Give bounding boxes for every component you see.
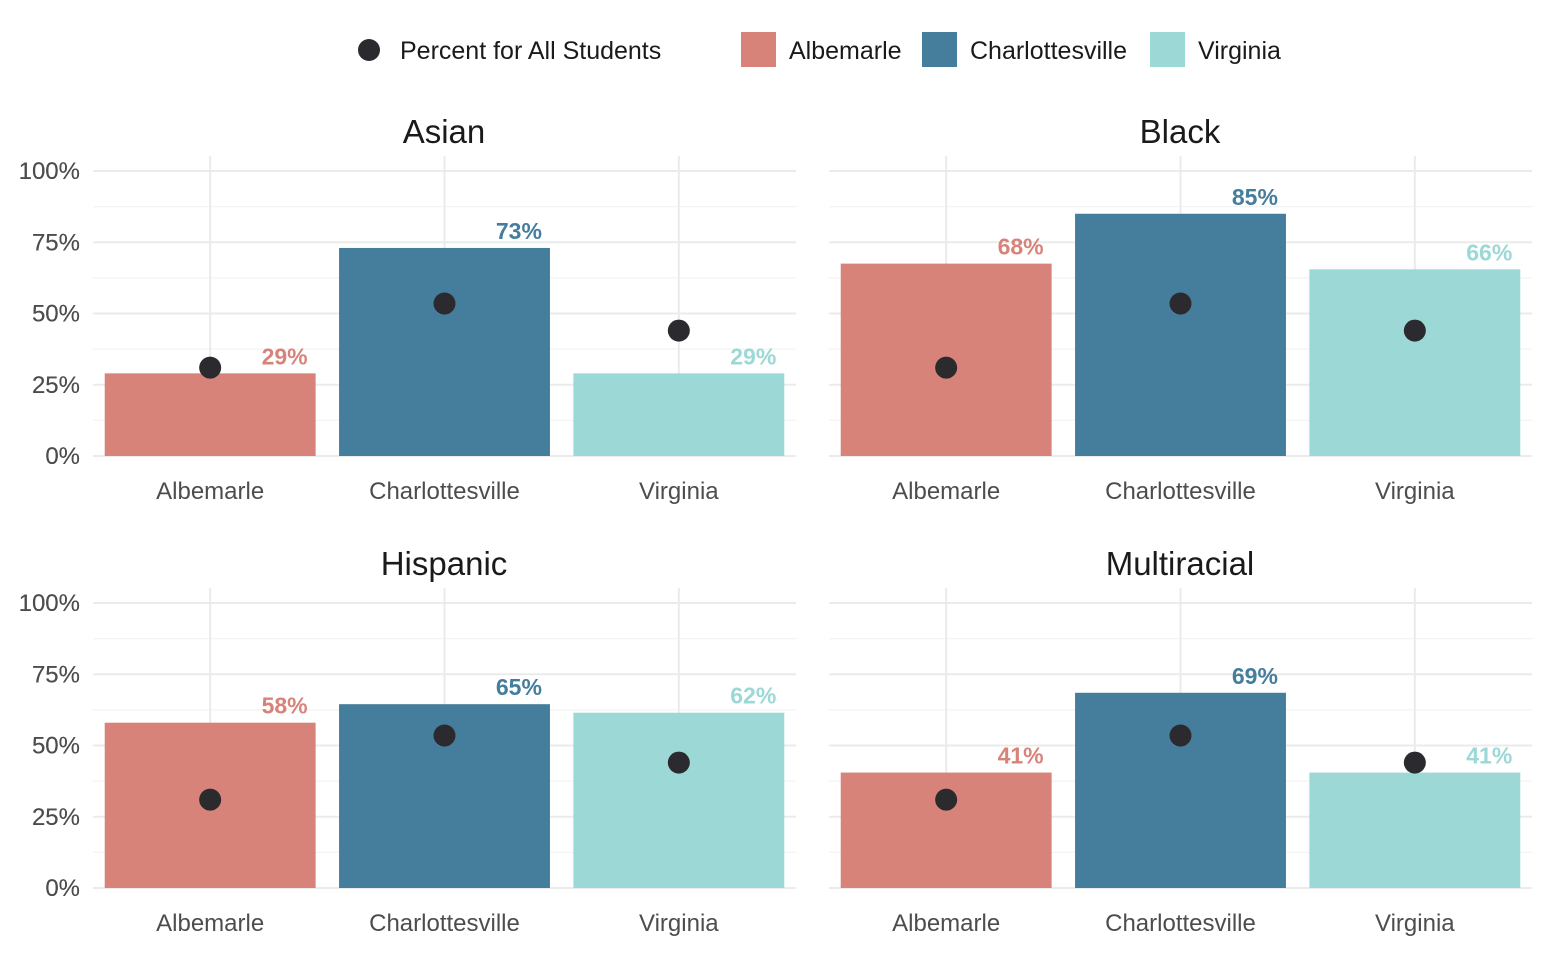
x-tick-label: Virginia [639, 910, 719, 937]
legend-swatch-virginia [1150, 32, 1185, 67]
all-students-point-albemarle [935, 788, 958, 811]
y-tick-label: 50% [32, 733, 80, 760]
data-label-albemarle: 68% [998, 234, 1044, 260]
bar-charlottesville [1075, 213, 1286, 456]
y-tick-label: 25% [32, 372, 80, 399]
bar-charlottesville [339, 247, 550, 456]
all-students-point-virginia [667, 319, 690, 342]
bar-virginia [573, 373, 785, 456]
data-label-albemarle: 41% [998, 743, 1044, 769]
y-tick-label: 100% [19, 158, 80, 185]
bar-virginia [1309, 269, 1521, 456]
data-label-charlottesville: 73% [496, 218, 542, 244]
y-tick-label: 75% [32, 661, 80, 688]
data-label-charlottesville: 65% [496, 674, 542, 700]
all-students-point-virginia [667, 751, 690, 774]
all-students-point-albemarle [935, 356, 958, 379]
facet-asian: Asian 0% 25% 50% 75% 100% 29% 73% 29% Albemarle Ch… [19, 113, 796, 505]
legend-label-charlottesville: Charlottesville [970, 37, 1127, 65]
legend-label-virginia: Virginia [1198, 37, 1281, 65]
legend-swatch-albemarle [741, 32, 776, 67]
legend: Percent for All Students Albemarle Charlot… [358, 32, 1281, 67]
y-tick-label: 100% [19, 158, 80, 185]
x-tick-label: Charlottesville [369, 478, 520, 505]
all-students-point-virginia [1403, 319, 1426, 342]
all-students-point-charlottesville [1169, 724, 1192, 747]
facet-title: Black [1140, 113, 1221, 150]
data-label-charlottesville: 85% [1232, 184, 1278, 210]
y-tick-label: 0% [45, 875, 80, 902]
data-label-virginia: 62% [730, 683, 776, 709]
y-tick-label: 0% [45, 443, 80, 470]
y-tick-label: 0% [45, 875, 80, 902]
y-tick-label: 25% [32, 804, 80, 831]
x-tick-label: Albemarle [892, 910, 1000, 937]
all-students-point-charlottesville [1169, 292, 1192, 315]
data-label-virginia: 41% [1466, 743, 1512, 769]
data-label-albemarle: 58% [262, 693, 308, 719]
x-tick-label: Charlottesville [369, 910, 520, 937]
y-tick-label: 100% [19, 590, 80, 617]
x-tick-label: Charlottesville [1105, 478, 1256, 505]
all-students-point-albemarle [199, 788, 222, 811]
data-label-charlottesville: 69% [1232, 663, 1278, 689]
y-tick-label: 50% [32, 733, 80, 760]
x-tick-label: Virginia [1375, 910, 1455, 937]
facet-black: Black 0% 25% 50% 75% 100% 68% 85% 66% Albemarle Ch… [19, 113, 1532, 505]
legend-label-albemarle: Albemarle [789, 37, 902, 65]
y-tick-label: 75% [32, 229, 80, 256]
bar-charlottesville [1075, 692, 1286, 888]
all-students-point-charlottesville [433, 724, 456, 747]
facet-title: Asian [403, 113, 486, 150]
y-tick-label: 50% [32, 301, 80, 328]
facet-title: Hispanic [381, 545, 508, 582]
y-tick-label: 25% [32, 804, 80, 831]
all-students-point-albemarle [199, 356, 222, 379]
facet-panels: Asian 0% 25% 50% 75% 100% 29% 73% 29% Albemarle Ch… [19, 113, 1532, 937]
data-label-virginia: 29% [730, 343, 776, 369]
facet-multiracial: Multiracial 0% 25% 50% 75% 100% 41% 69% 41% Albem… [19, 545, 1532, 937]
x-tick-label: Charlottesville [1105, 910, 1256, 937]
y-tick-label: 50% [32, 301, 80, 328]
legend-point-label: Percent for All Students [400, 37, 661, 65]
y-tick-label: 75% [32, 661, 80, 688]
bar-virginia [573, 712, 785, 888]
y-tick-label: 100% [19, 590, 80, 617]
legend-point-marker [358, 39, 380, 61]
x-tick-label: Albemarle [892, 478, 1000, 505]
x-tick-label: Virginia [639, 478, 719, 505]
facet-title: Multiracial [1106, 545, 1255, 582]
facet-hispanic: Hispanic 0% 25% 50% 75% 100% 58% 65% 62% Albemarl… [19, 545, 796, 937]
bar-virginia [1309, 772, 1521, 888]
bar-albemarle [104, 373, 316, 456]
data-label-virginia: 66% [1466, 239, 1512, 265]
y-tick-label: 25% [32, 372, 80, 399]
x-tick-label: Albemarle [156, 478, 264, 505]
y-tick-label: 0% [45, 443, 80, 470]
legend-swatch-charlottesville [922, 32, 957, 67]
y-tick-label: 75% [32, 229, 80, 256]
x-tick-label: Virginia [1375, 478, 1455, 505]
x-tick-label: Albemarle [156, 910, 264, 937]
data-label-albemarle: 29% [262, 343, 308, 369]
all-students-point-virginia [1403, 751, 1426, 774]
all-students-point-charlottesville [433, 292, 456, 315]
